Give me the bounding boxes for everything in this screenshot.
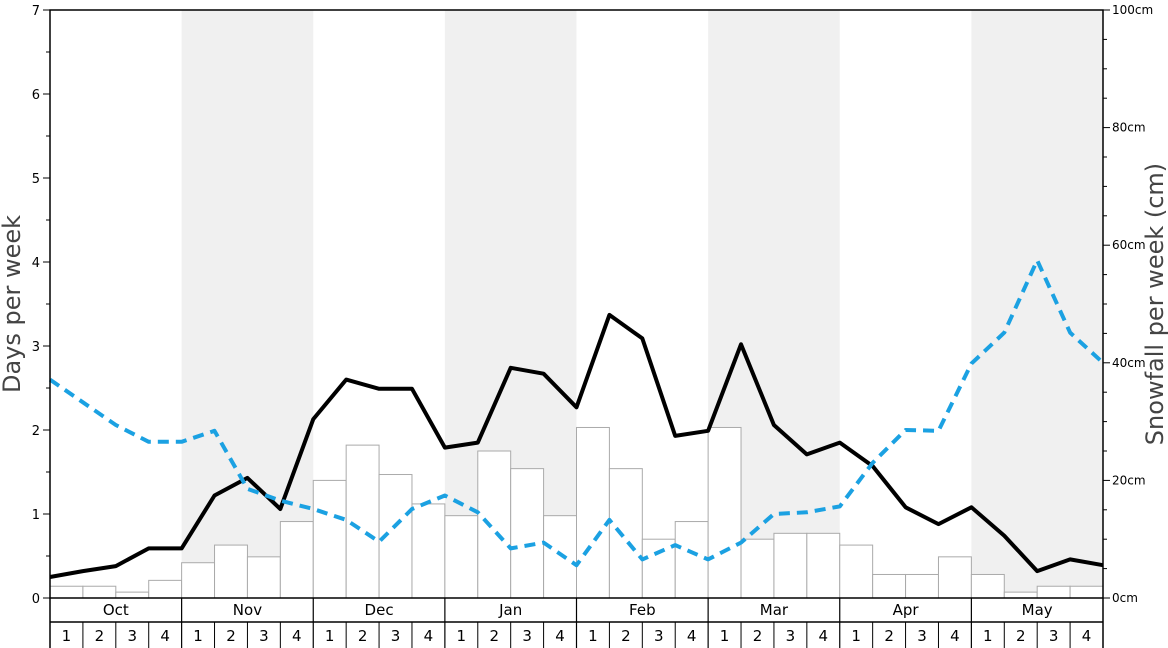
week-label: 1 — [62, 627, 72, 645]
week-label: 3 — [522, 627, 532, 645]
left-axis-title: Days per week — [0, 215, 26, 393]
week-label: 1 — [851, 627, 861, 645]
week-label: 2 — [621, 627, 631, 645]
snowfall-bar — [641, 538, 676, 599]
snowfall-bar — [970, 573, 1005, 599]
days-line-series — [49, 312, 1104, 579]
left-tick-label: 3 — [32, 340, 40, 355]
month-shade-may — [971, 10, 1103, 598]
snowfall-bar — [214, 544, 248, 599]
series-lines — [48, 258, 1105, 579]
week-label: 1 — [457, 627, 467, 645]
week-label: 4 — [819, 627, 829, 645]
snowfall-bar — [444, 515, 479, 599]
week-label: 1 — [983, 627, 993, 645]
week-label: 2 — [489, 627, 499, 645]
snowfall-bar — [181, 562, 216, 599]
snowfall-bar — [740, 538, 775, 599]
snowfall-bar — [707, 426, 742, 599]
snowfall-bar — [937, 556, 972, 599]
left-tick-label: 4 — [32, 256, 40, 271]
week-label: 3 — [786, 627, 796, 645]
week-label: 3 — [391, 627, 401, 645]
week-label: 1 — [325, 627, 335, 645]
week-label: 3 — [654, 627, 664, 645]
axis-labels: 0 1 2 3 4 5 6 7 0cm 20cm 40cm 60cm 80cm 100cm Oct 1 2 3 4 N… — [32, 3, 1153, 645]
month-label: Nov — [233, 601, 262, 619]
week-label: 4 — [687, 627, 697, 645]
snowfall-bar — [608, 468, 643, 599]
left-tick-label: 5 — [32, 172, 40, 187]
snowfall-bar — [115, 591, 150, 599]
week-label: 3 — [127, 627, 137, 645]
right-tick-label: 80cm — [1112, 121, 1146, 135]
snowfall-bar — [773, 532, 808, 599]
snowfall-bar — [345, 444, 380, 599]
right-tick-label: 20cm — [1112, 473, 1146, 487]
week-label: 3 — [259, 627, 269, 645]
snowfall-bar — [674, 521, 709, 599]
snowfall-bar — [477, 450, 512, 599]
left-tick-label: 6 — [32, 88, 40, 103]
right-tick-label: 100cm — [1112, 3, 1153, 17]
week-label: 2 — [753, 627, 763, 645]
snowfall-bar — [510, 468, 545, 599]
snowfall-bar — [905, 573, 939, 599]
week-label: 2 — [95, 627, 105, 645]
left-tick-label: 1 — [32, 508, 40, 523]
week-label: 1 — [193, 627, 203, 645]
month-shade-nov — [181, 10, 314, 598]
snowfall-bar — [576, 426, 610, 599]
month-label: May — [1022, 601, 1053, 619]
week-label: 2 — [1016, 627, 1026, 645]
right-tick-label: 60cm — [1112, 238, 1146, 252]
week-label: 4 — [424, 627, 434, 645]
week-label: 4 — [292, 627, 302, 645]
week-label: 2 — [358, 627, 368, 645]
snowfall-bar — [148, 579, 183, 599]
snowfall-bars — [49, 426, 1104, 599]
snowfall-bar — [543, 515, 577, 599]
snowfall-bar — [1069, 585, 1104, 599]
snowfall-bar — [246, 556, 281, 599]
snowfall-bar — [839, 544, 874, 599]
month-label: Feb — [629, 601, 656, 619]
week-label: 2 — [226, 627, 236, 645]
left-tick-label: 7 — [32, 4, 40, 19]
week-label: 3 — [917, 627, 927, 645]
axes — [43, 9, 1110, 648]
snowfall-bar — [49, 585, 84, 599]
snowfall-bar — [872, 573, 907, 599]
snowfall-bar — [312, 479, 347, 599]
right-tick-label: 40cm — [1112, 356, 1146, 370]
left-tick-label: 0 — [32, 592, 40, 607]
month-shading — [181, 10, 1103, 598]
snowfall-bar — [82, 585, 117, 599]
week-label: 4 — [555, 627, 565, 645]
month-label: Oct — [103, 601, 129, 619]
snowfall-bar — [1036, 585, 1071, 599]
month-label: Jan — [498, 601, 522, 619]
month-label: Mar — [760, 601, 789, 619]
month-label: Apr — [893, 601, 920, 619]
snowfall-bar — [1003, 591, 1038, 599]
dashed-line-series — [48, 258, 1105, 568]
right-axis-title: Snowfall per week (cm) — [1141, 163, 1168, 445]
week-label: 4 — [160, 627, 170, 645]
week-label: 2 — [884, 627, 894, 645]
snowfall-bar — [411, 503, 446, 599]
week-label: 1 — [720, 627, 730, 645]
week-label: 4 — [1082, 627, 1092, 645]
right-tick-label: 0cm — [1112, 591, 1138, 605]
snowfall-bar — [806, 532, 841, 599]
left-tick-label: 2 — [32, 424, 40, 439]
snowfall-bar — [279, 521, 314, 599]
week-label: 3 — [1049, 627, 1059, 645]
month-label: Dec — [365, 601, 394, 619]
week-label: 1 — [588, 627, 598, 645]
week-label: 4 — [950, 627, 960, 645]
